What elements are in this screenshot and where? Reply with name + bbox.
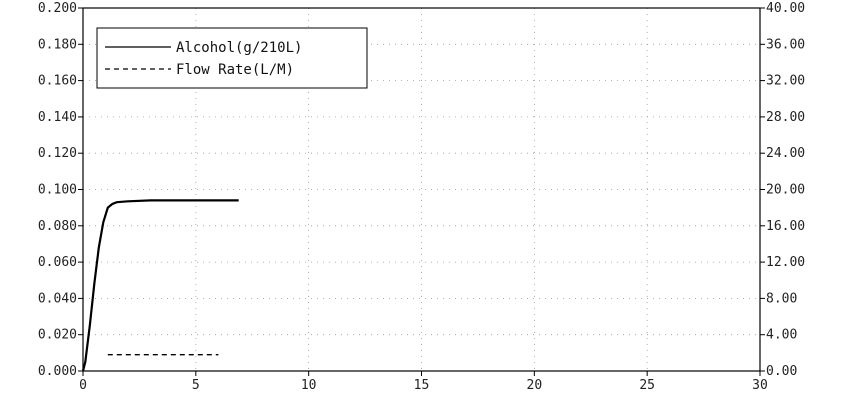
x-tick-label: 30 bbox=[752, 378, 768, 393]
x-tick-label: 20 bbox=[527, 378, 543, 393]
legend-box bbox=[96, 27, 368, 89]
y-left-tick-label: 0.200 bbox=[38, 1, 77, 16]
y-right-tick-label: 32.00 bbox=[766, 74, 805, 89]
x-tick-label: 25 bbox=[639, 378, 655, 393]
y-left-tick-label: 0.040 bbox=[38, 291, 77, 306]
y-left-tick-label: 0.080 bbox=[38, 219, 77, 234]
y-left-tick-label: 0.180 bbox=[38, 37, 77, 52]
axis-ticks: 0.0000.0200.0400.0600.0800.1000.1200.140… bbox=[38, 1, 805, 393]
y-right-tick-label: 40.00 bbox=[766, 1, 805, 16]
y-left-tick-label: 0.120 bbox=[38, 146, 77, 161]
y-right-tick-label: 8.00 bbox=[766, 291, 797, 306]
y-right-tick-label: 4.00 bbox=[766, 328, 797, 343]
y-left-tick-label: 0.100 bbox=[38, 183, 77, 198]
y-left-tick-label: 0.060 bbox=[38, 255, 77, 270]
x-tick-label: 10 bbox=[301, 378, 317, 393]
y-left-tick-label: 0.020 bbox=[38, 328, 77, 343]
y-left-tick-label: 0.140 bbox=[38, 110, 77, 125]
series-lines bbox=[81, 199, 239, 372]
y-right-tick-label: 12.00 bbox=[766, 255, 805, 270]
y-right-tick-label: 0.00 bbox=[766, 364, 797, 379]
legend-label-alcohol: Alcohol(g/210L) bbox=[176, 40, 302, 56]
x-tick-label: 0 bbox=[79, 378, 87, 393]
legend: Alcohol(g/210L) Flow Rate(L/M) bbox=[96, 27, 368, 89]
y-right-tick-label: 28.00 bbox=[766, 110, 805, 125]
y-left-tick-label: 0.160 bbox=[38, 74, 77, 89]
series-line-alcohol bbox=[81, 199, 239, 372]
x-tick-label: 15 bbox=[414, 378, 430, 393]
y-right-tick-label: 24.00 bbox=[766, 146, 805, 161]
y-right-tick-label: 16.00 bbox=[766, 219, 805, 234]
y-right-tick-label: 20.00 bbox=[766, 183, 805, 198]
legend-label-flow: Flow Rate(L/M) bbox=[176, 62, 294, 78]
x-tick-label: 5 bbox=[192, 378, 200, 393]
y-right-tick-label: 36.00 bbox=[766, 37, 805, 52]
y-left-tick-label: 0.000 bbox=[38, 364, 77, 379]
